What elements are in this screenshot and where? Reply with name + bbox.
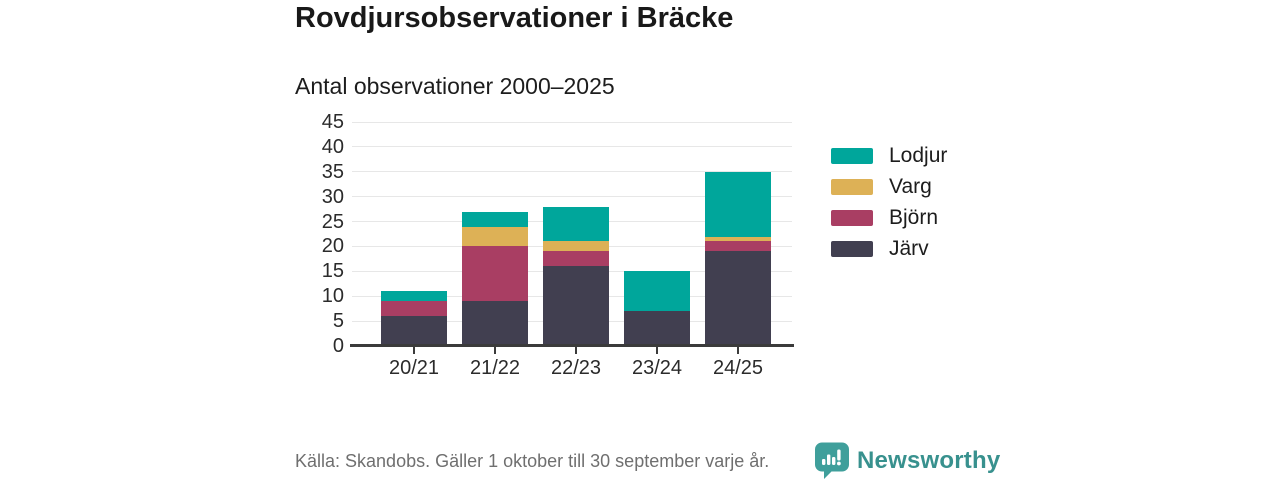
gridline [352,196,792,198]
chart-subtitle: Antal observationer 2000–2025 [295,73,615,99]
bar-segment-lodjur [543,206,609,242]
logo-bar-tall [827,454,831,465]
bar-column-24-25 [705,171,771,346]
chart-title: Rovdjursobservationer i Bräcke [295,2,734,34]
x-tick-label: 20/21 [388,357,440,379]
y-tick-label: 0 [332,335,344,357]
y-tick-label: 25 [321,210,344,233]
logo-exclamation-dot [837,461,841,466]
x-axis-line [350,344,794,347]
y-tick-label: 45 [321,111,344,133]
x-tick-label: 21/22 [469,357,521,379]
x-tick [494,347,496,354]
legend-item-järv: Järv [831,236,947,262]
gridline [352,171,792,173]
x-tick [656,347,658,354]
legend-label: Varg [889,175,932,198]
logo-bar-small [822,459,826,465]
legend-label: Lodjur [889,144,948,167]
legend-item-lodjur: Lodjur [831,143,947,169]
bar-segment-järv [381,316,447,346]
source-note: Källa: Skandobs. Gäller 1 oktober till 3… [295,451,770,471]
x-tick [575,347,577,354]
y-tick-label: 30 [321,185,344,208]
x-tick-label: 22/23 [550,357,602,379]
plot-area [352,121,792,346]
bar-segment-björn [543,251,609,267]
gridline [352,121,792,123]
x-tick [413,347,415,354]
legend-swatch [831,179,873,195]
legend-swatch [831,148,873,164]
bar-column-23-24 [624,271,690,346]
y-tick-label: 15 [321,260,344,283]
logo-bar-medium [832,457,836,465]
y-tick-label: 10 [321,285,344,308]
legend-label: Järv [889,237,929,260]
legend-swatch [831,241,873,257]
x-tick [737,347,739,354]
newsworthy-logo-icon [814,442,850,479]
legend-swatch [831,210,873,226]
y-tick-label: 40 [321,135,344,158]
bar-segment-järv [462,301,528,346]
bar-segment-järv [705,251,771,346]
legend-item-björn: Björn [831,205,947,231]
newsworthy-logo: Newsworthy [814,442,1000,479]
bar-column-22-23 [543,206,609,346]
bar-segment-björn [381,301,447,317]
bar-segment-lodjur [624,271,690,312]
x-tick-label: 23/24 [631,357,683,379]
bar-segment-varg [705,236,771,242]
bar-segment-björn [462,246,528,302]
brand-name: Newsworthy [857,446,1001,474]
y-tick-label: 5 [332,310,344,333]
legend: Lodjur Varg Björn Järv [831,143,947,267]
bar-segment-lodjur [381,291,447,302]
bar-segment-lodjur [462,211,528,227]
y-tick-label: 35 [321,160,344,183]
legend-item-varg: Varg [831,174,947,200]
bar-segment-järv [543,266,609,346]
bar-segment-lodjur [705,171,771,237]
bar-column-20-21 [381,291,447,346]
bar-segment-varg [462,226,528,247]
logo-exclamation-stem [837,449,841,461]
bar-column-21-22 [462,211,528,346]
x-tick-label: 24/25 [712,357,764,379]
gridline [352,146,792,148]
bar-segment-järv [624,311,690,346]
bar-segment-varg [543,241,609,252]
bar-segment-björn [705,241,771,252]
y-tick-label: 20 [321,235,344,258]
legend-label: Björn [889,206,939,229]
